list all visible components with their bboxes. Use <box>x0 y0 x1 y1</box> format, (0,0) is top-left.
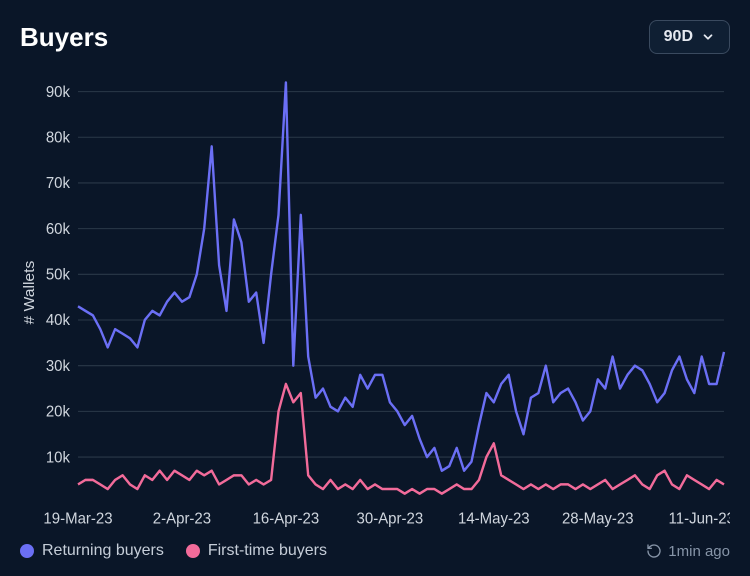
buyers-card: Buyers 90D 10k 20k 30k 40k 50k 60k 70k 80k 90k # … <box>0 0 750 576</box>
svg-text:10k: 10k <box>46 449 70 466</box>
svg-text:30-Apr-23: 30-Apr-23 <box>357 510 424 527</box>
legend: Returning buyers First-time buyers <box>20 542 327 560</box>
svg-text:40k: 40k <box>46 312 70 329</box>
svg-text:11-Jun-23: 11-Jun-23 <box>669 510 730 527</box>
range-label: 90D <box>664 28 693 46</box>
svg-text:80k: 80k <box>46 129 70 146</box>
refresh-icon <box>646 543 662 559</box>
chart-area: 10k 20k 30k 40k 50k 60k 70k 80k 90k # Wallets 19-M… <box>20 72 730 532</box>
legend-item-firsttime[interactable]: First-time buyers <box>186 542 327 560</box>
legend-item-returning[interactable]: Returning buyers <box>20 542 164 560</box>
card-title: Buyers <box>20 22 108 53</box>
svg-text:# Wallets: # Wallets <box>21 260 38 324</box>
svg-text:28-May-23: 28-May-23 <box>562 510 634 527</box>
legend-label: First-time buyers <box>208 542 327 560</box>
swatch <box>20 544 34 558</box>
timestamp-text: 1min ago <box>668 543 730 560</box>
svg-text:70k: 70k <box>46 175 70 192</box>
svg-text:2-Apr-23: 2-Apr-23 <box>153 510 211 527</box>
svg-text:60k: 60k <box>46 221 70 238</box>
last-updated: 1min ago <box>646 543 730 560</box>
card-footer: Returning buyers First-time buyers 1min … <box>20 542 730 560</box>
svg-text:16-Apr-23: 16-Apr-23 <box>253 510 320 527</box>
svg-text:20k: 20k <box>46 403 70 420</box>
range-dropdown[interactable]: 90D <box>649 20 730 54</box>
svg-text:90k: 90k <box>46 84 70 101</box>
svg-text:30k: 30k <box>46 358 70 375</box>
svg-text:14-May-23: 14-May-23 <box>458 510 530 527</box>
line-chart: 10k 20k 30k 40k 50k 60k 70k 80k 90k # Wallets 19-M… <box>20 72 730 532</box>
legend-label: Returning buyers <box>42 542 164 560</box>
svg-text:19-Mar-23: 19-Mar-23 <box>43 510 112 527</box>
svg-text:50k: 50k <box>46 266 70 283</box>
card-header: Buyers 90D <box>20 20 730 54</box>
swatch <box>186 544 200 558</box>
chevron-down-icon <box>701 30 715 44</box>
